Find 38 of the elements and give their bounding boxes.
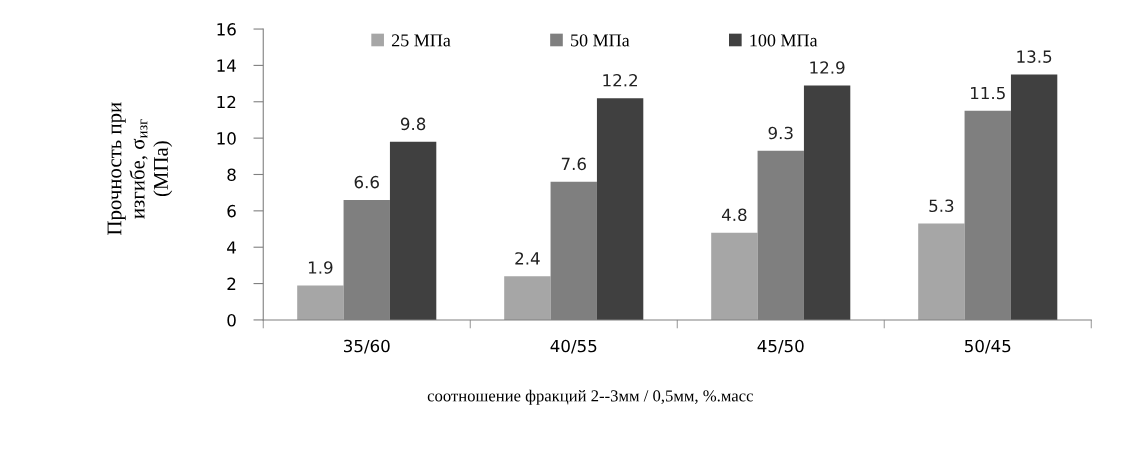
x-tick-label: 35/60 — [344, 339, 390, 354]
data-label: 2.4 — [515, 252, 540, 265]
data-label: 12.2 — [603, 73, 637, 87]
bar — [803, 85, 851, 320]
data-label: 12.9 — [810, 61, 845, 74]
legend-label: 100 МПа — [750, 34, 818, 47]
y-tick-label: 6 — [227, 204, 236, 218]
x-axis-title: соотношение фракций 2--3мм / 0,5мм, %.масс — [427, 389, 753, 405]
data-label: 1.9 — [308, 261, 333, 274]
data-label: 9.8 — [400, 117, 426, 131]
bar — [504, 276, 551, 320]
legend-label: 50 МПа — [571, 34, 630, 47]
y-tick-label: 14 — [217, 59, 236, 72]
bar — [711, 232, 758, 320]
bar — [297, 285, 344, 320]
legend-label: 25 МПа — [391, 34, 451, 47]
y-tick-label: 12 — [217, 95, 236, 109]
x-tick-label: 40/55 — [550, 339, 597, 354]
bar — [596, 98, 644, 320]
data-label: 7.6 — [561, 157, 586, 171]
bar — [389, 141, 437, 320]
data-label: 5.3 — [929, 199, 954, 213]
y-tick-label: 4 — [227, 241, 236, 254]
bar — [1010, 74, 1058, 320]
x-tick-label: 45/50 — [757, 339, 804, 354]
y-tick-label: 16 — [217, 23, 236, 36]
data-label: 9.3 — [768, 126, 793, 140]
y-tick-label: 2 — [227, 277, 236, 290]
bar — [918, 223, 965, 320]
x-tick-label: 50/45 — [965, 339, 1011, 354]
y-tick-label: 8 — [227, 168, 236, 182]
data-label: 11.5 — [971, 86, 1005, 100]
y-tick-label: 10 — [217, 132, 236, 145]
y-axis-title: Прочность при изгибе, σ$_{изг}$ (МПа) — [107, 102, 173, 235]
data-label: 4.8 — [721, 208, 747, 222]
y-tick-label: 0 — [227, 313, 236, 327]
data-label: 6.6 — [354, 175, 379, 189]
data-label: 13.5 — [1017, 50, 1052, 63]
